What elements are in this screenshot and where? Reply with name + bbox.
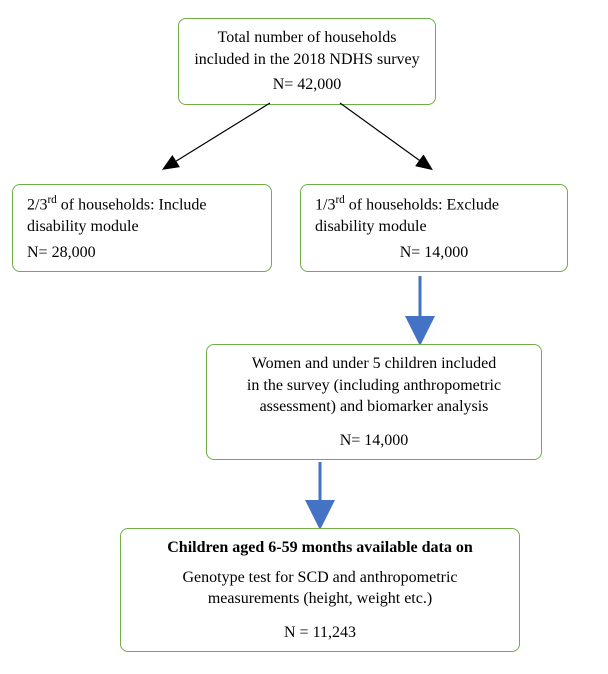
left-line2: disability module [27,216,257,238]
node-total: Total number of households included in t… [178,18,436,105]
women-n: N= 14,000 [221,430,527,452]
node-final: Children aged 6-59 months available data… [120,528,520,652]
right-line2: disability module [315,216,553,238]
left-frac-sup: rd [47,194,56,206]
final-line2: measurements (height, weight etc.) [135,588,505,610]
right-line1: 1/3rd of households: Exclude [315,193,553,216]
left-n: N= 28,000 [27,242,257,264]
women-line2: in the survey (including anthropometric [221,375,527,397]
right-rest1: of households: Exclude [345,196,499,213]
right-frac-sup: rd [335,194,344,206]
women-line3: assessment) and biomarker analysis [221,396,527,418]
total-line1: Total number of households [193,27,421,49]
final-line1: Genotype test for SCD and anthropometric [135,567,505,589]
left-line1: 2/3rd of households: Include [27,193,257,216]
right-n: N= 14,000 [315,242,553,264]
right-frac-num: 1/3 [315,196,335,213]
node-women-children: Women and under 5 children included in t… [206,344,542,460]
final-title: Children aged 6-59 months available data… [135,537,505,559]
left-rest1: of households: Include [57,196,207,213]
left-frac-num: 2/3 [27,196,47,213]
women-line1: Women and under 5 children included [221,353,527,375]
node-right-branch: 1/3rd of households: Exclude disability … [300,184,568,272]
node-left-branch: 2/3rd of households: Include disability … [12,184,272,272]
total-line2: included in the 2018 NDHS survey [193,49,421,71]
final-n: N = 11,243 [135,622,505,644]
total-n: N= 42,000 [193,74,421,96]
